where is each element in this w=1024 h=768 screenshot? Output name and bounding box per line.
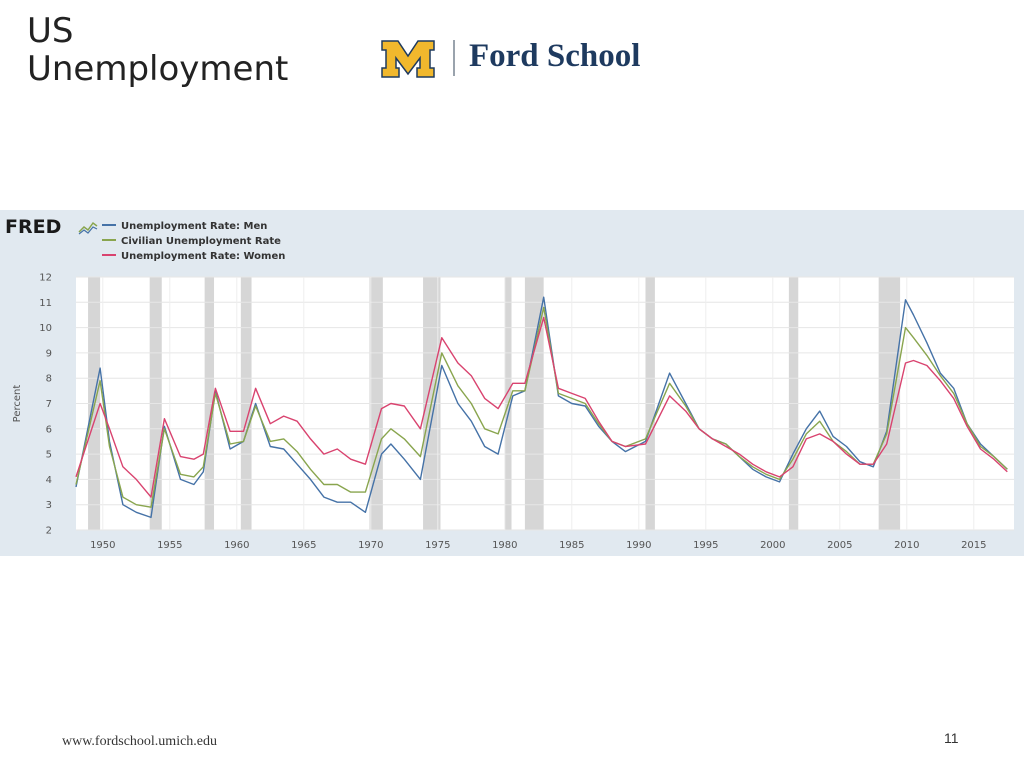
x-tick-label: 1970 [358, 540, 383, 551]
x-tick-label: 1990 [626, 540, 651, 551]
legend-label: Unemployment Rate: Women [121, 251, 285, 262]
fred-logo: FRED [5, 216, 98, 238]
x-tick-label: 1980 [492, 540, 517, 551]
page-number: 11 [944, 730, 959, 746]
series-line-women [75, 316, 1008, 498]
x-tick-label: 2010 [894, 540, 919, 551]
y-axis-label: Percent [12, 385, 23, 423]
y-tick-label: 10 [39, 323, 52, 334]
slide-title-line-1: US [27, 11, 74, 51]
x-tick-label: 2015 [961, 540, 986, 551]
x-tick-label: 1965 [291, 540, 316, 551]
y-tick-label: 5 [46, 450, 52, 461]
slide-title-line-2: Unemployment [27, 49, 289, 90]
legend-label: Civilian Unemployment Rate [121, 236, 281, 247]
y-tick-label: 4 [46, 475, 52, 486]
fred-chart-panel: FRED Unemployment Rate: Men Civilian Unem… [0, 210, 1024, 556]
x-tick-label: 2000 [760, 540, 785, 551]
series-line-men [75, 296, 1008, 519]
y-tick-label: 9 [46, 348, 52, 359]
slide-title: US Unemployment [27, 12, 347, 88]
chart-legend: Unemployment Rate: Men Civilian Unemploym… [102, 221, 285, 262]
y-tick-label: 11 [39, 298, 52, 309]
logo-divider [453, 40, 455, 76]
x-tick-label: 1955 [157, 540, 182, 551]
unemployment-chart: FRED Unemployment Rate: Men Civilian Unem… [5, 216, 1014, 551]
fred-chart-icon [78, 221, 98, 233]
y-tick-label: 3 [46, 500, 52, 511]
gridlines [76, 276, 1014, 531]
x-tick-label: 2005 [827, 540, 852, 551]
ford-school-logo: Ford School [381, 36, 651, 80]
footer-url[interactable]: www.fordschool.umich.edu [62, 734, 218, 749]
y-tick-label: 8 [46, 374, 52, 385]
x-tick-label: 1960 [224, 540, 249, 551]
legend-label: Unemployment Rate: Men [121, 221, 267, 232]
y-tick-label: 6 [46, 424, 52, 435]
x-axis-tick-labels: 1950 1955 1960 1965 1970 1975 1980 1985 1990 1995… [90, 540, 986, 551]
fred-chart-icon-line [78, 226, 98, 235]
logo-text: Ford School [469, 38, 641, 74]
fred-logo-text: FRED [5, 216, 61, 238]
y-tick-label: 7 [46, 399, 52, 410]
series-lines [75, 296, 1008, 519]
y-axis-tick-labels: 2 3 4 5 6 7 8 9 10 11 12 [39, 273, 52, 537]
y-tick-label: 2 [46, 526, 52, 537]
x-tick-label: 1950 [90, 540, 115, 551]
x-tick-label: 1985 [559, 540, 584, 551]
michigan-block-m-icon [381, 40, 435, 78]
x-tick-label: 1995 [693, 540, 718, 551]
x-tick-label: 1975 [425, 540, 450, 551]
y-tick-label: 12 [39, 273, 52, 284]
